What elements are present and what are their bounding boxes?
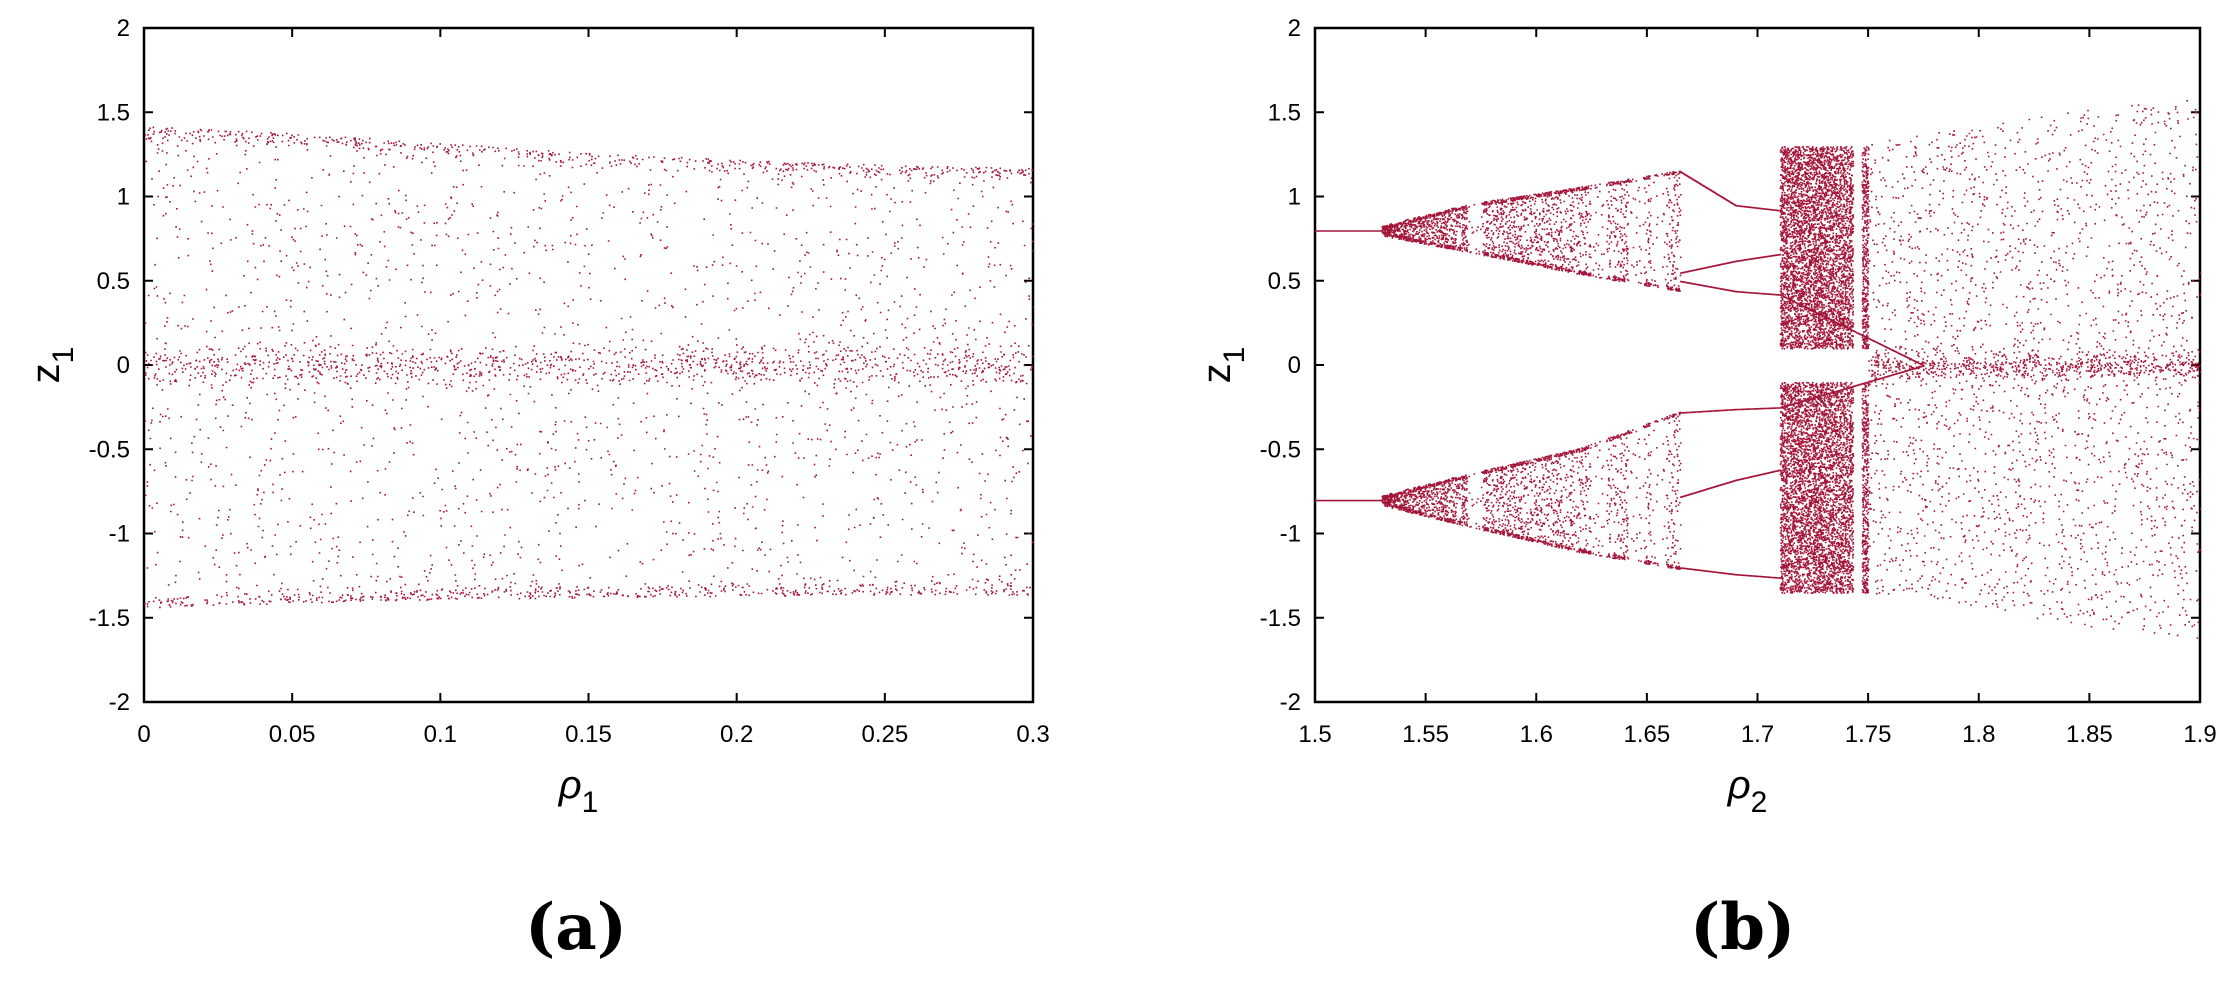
- x-tick-label: 0.25: [861, 721, 908, 748]
- plot-frame: [1313, 26, 2202, 704]
- plot-frame: [142, 26, 1035, 704]
- x-axis-label: ρ1: [558, 763, 599, 819]
- y-tick-label: 1: [117, 184, 130, 211]
- y-tick-label: 1: [1288, 184, 1301, 211]
- x-tick-label: 1.9: [2183, 721, 2216, 748]
- y-tick-label: -1.5: [1260, 605, 1301, 632]
- y-tick-label: 2: [117, 15, 130, 42]
- x-tick-label: 0.3: [1016, 721, 1049, 748]
- x-tick-label: 0: [137, 721, 150, 748]
- x-tick-label: 1.5: [1298, 721, 1331, 748]
- x-tick-label: 1.55: [1402, 721, 1449, 748]
- x-tick-label: 0.1: [424, 721, 457, 748]
- x-tick-label: 1.7: [1741, 721, 1774, 748]
- y-tick-label: -1: [1280, 521, 1301, 548]
- scatter-points: [1315, 100, 2202, 639]
- y-tick-label: -2: [109, 689, 130, 716]
- x-tick-label: 1.75: [1845, 721, 1892, 748]
- y-tick-label: 0: [1288, 352, 1301, 379]
- panel-b-label: (b): [1690, 890, 1796, 965]
- panel-b-chart: 1.5 1.55 1.6 1.65 1.7 1.75 1.8 1.85 1.9 -2 -1.5 -1 -…: [1195, 15, 2217, 819]
- panel-a-chart: 0 0.05 0.1 0.15 0.2 0.25 0.3 -2 -1.5 -1 -0.5 0 0.5 1 1…: [24, 15, 1050, 819]
- x-tick-label: 0.15: [565, 721, 612, 748]
- y-tick-label: -1.5: [89, 605, 130, 632]
- x-tick-label: 0.05: [269, 721, 316, 748]
- y-tick-label: 0.5: [1268, 268, 1301, 295]
- x-tick-label: 1.8: [1962, 721, 1995, 748]
- y-tick-label: 0: [117, 352, 130, 379]
- y-tick-label: -2: [1280, 689, 1301, 716]
- x-tick-label: 1.6: [1520, 721, 1553, 748]
- x-tick-label: 1.65: [1624, 721, 1671, 748]
- scatter-points: [144, 126, 1035, 609]
- y-tick-label: -0.5: [89, 436, 130, 463]
- y-tick-label: 1.5: [97, 99, 130, 126]
- y-tick-label: 2: [1288, 15, 1301, 42]
- y-tick-label: -0.5: [1260, 436, 1301, 463]
- y-axis-label: z1: [1195, 347, 1251, 384]
- y-tick-label: 0.5: [97, 268, 130, 295]
- y-tick-label: 1.5: [1268, 99, 1301, 126]
- panel-a-label: (a): [525, 890, 628, 965]
- y-tick-label: -1: [109, 521, 130, 548]
- x-tick-label: 1.85: [2066, 721, 2113, 748]
- x-axis-label: ρ2: [1727, 763, 1768, 819]
- x-tick-label: 0.2: [720, 721, 753, 748]
- y-axis-label: z1: [24, 347, 80, 384]
